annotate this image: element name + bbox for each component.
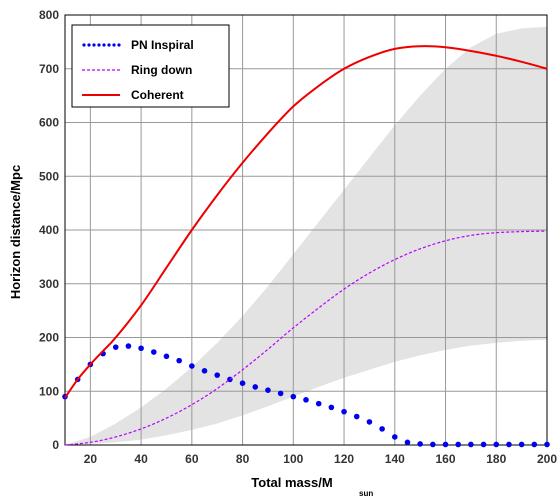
legend-box xyxy=(71,24,230,108)
legend-swatch-pn-inspiral xyxy=(82,43,86,47)
x-tick-label: 20 xyxy=(84,452,98,466)
data-point-pn-inspiral xyxy=(138,345,144,352)
x-tick-label: 80 xyxy=(236,452,250,466)
y-tick-label: 600 xyxy=(39,116,59,130)
legend-swatch-pn-inspiral xyxy=(107,43,111,47)
data-point-pn-inspiral xyxy=(214,372,221,378)
data-point-pn-inspiral xyxy=(417,441,423,447)
x-tick-label: 40 xyxy=(134,452,148,466)
series-line-coherent xyxy=(64,45,548,399)
data-point-pn-inspiral xyxy=(493,441,500,448)
data-point-pn-inspiral xyxy=(341,408,347,415)
data-point-pn-inspiral xyxy=(315,400,322,407)
x-tick-label: 160 xyxy=(436,452,456,466)
data-point-pn-inspiral xyxy=(303,397,309,403)
data-point-pn-inspiral xyxy=(379,426,385,432)
data-point-pn-inspiral xyxy=(531,441,538,448)
legend-swatch-pn-inspiral xyxy=(92,43,96,47)
x-tick-label: 100 xyxy=(283,452,303,466)
legend-swatch-pn-inspiral xyxy=(87,43,91,47)
data-point-pn-inspiral xyxy=(277,390,284,397)
legend-swatch-pn-inspiral xyxy=(117,43,121,47)
legend-label-coherent: Coherent xyxy=(131,88,184,102)
data-point-pn-inspiral xyxy=(404,439,411,446)
y-tick-label: 800 xyxy=(39,8,59,22)
data-point-pn-inspiral xyxy=(163,353,170,360)
data-point-pn-inspiral xyxy=(430,441,436,448)
x-tick-label: 60 xyxy=(185,452,199,466)
x-tick-label: 180 xyxy=(486,452,506,466)
series xyxy=(62,45,550,448)
data-point-pn-inspiral xyxy=(391,434,398,440)
uncertainty-band xyxy=(65,26,547,446)
y-tick-label: 500 xyxy=(39,169,59,183)
legend: PN Inspiral Ring down Coherent xyxy=(71,24,230,108)
plot-frame xyxy=(64,14,548,446)
x-tick-label: 120 xyxy=(334,452,354,466)
legend-swatch-pn-inspiral xyxy=(102,43,106,47)
axis-ticks: 20 40 60 80 100 120 140 160 180 200 0 100 200 300 400 5… xyxy=(39,8,557,466)
data-point-pn-inspiral xyxy=(442,441,449,448)
data-point-pn-inspiral xyxy=(189,363,195,369)
x-axis-label: Total mass/M xyxy=(251,475,332,490)
y-tick-label: 100 xyxy=(39,384,59,398)
y-tick-label: 700 xyxy=(39,62,59,76)
data-point-pn-inspiral xyxy=(468,441,474,448)
y-tick-label: 400 xyxy=(39,223,59,237)
data-point-pn-inspiral xyxy=(544,441,550,448)
legend-label-ring-down: Ring down xyxy=(131,63,192,77)
y-tick-label: 300 xyxy=(39,277,59,291)
data-point-pn-inspiral xyxy=(328,404,335,411)
series-pn-inspiral xyxy=(62,343,550,448)
data-point-pn-inspiral xyxy=(455,441,462,448)
data-point-pn-inspiral xyxy=(112,344,119,350)
data-point-pn-inspiral xyxy=(201,368,208,374)
legend-swatch-pn-inspiral xyxy=(112,43,116,47)
data-point-pn-inspiral xyxy=(290,393,297,400)
legend-label-pn-inspiral: PN Inspiral xyxy=(131,38,194,52)
band-area xyxy=(65,26,547,446)
y-tick-label: 0 xyxy=(52,438,59,452)
y-tick-label: 200 xyxy=(39,331,59,345)
x-axis-label-main: Total mass/M xyxy=(251,475,332,490)
y-axis-label: Horizon distance/Mpc xyxy=(8,165,23,299)
data-point-pn-inspiral xyxy=(353,413,360,420)
data-point-pn-inspiral xyxy=(176,357,182,364)
data-point-pn-inspiral xyxy=(480,441,487,448)
x-tick-label: 140 xyxy=(385,452,405,466)
data-point-pn-inspiral xyxy=(366,419,373,425)
x-tick-label: 200 xyxy=(537,452,557,466)
data-point-pn-inspiral xyxy=(239,380,246,386)
series-line-ring-down xyxy=(64,230,548,446)
legend-swatch-pn-inspiral xyxy=(97,43,101,47)
data-point-pn-inspiral xyxy=(150,349,157,355)
data-point-pn-inspiral xyxy=(518,441,525,448)
data-point-pn-inspiral xyxy=(265,387,271,393)
data-point-pn-inspiral xyxy=(252,384,259,390)
data-point-pn-inspiral xyxy=(506,441,512,448)
data-point-pn-inspiral xyxy=(125,343,132,349)
x-axis-label-subscript: sun xyxy=(359,489,373,498)
